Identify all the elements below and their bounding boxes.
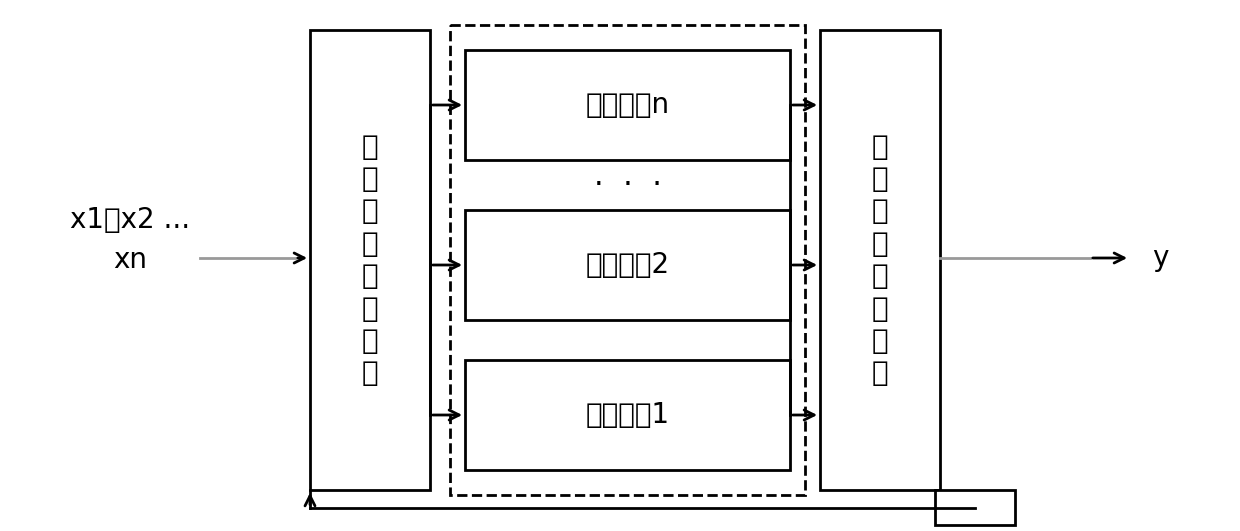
Text: 运算模块2: 运算模块2	[585, 251, 670, 279]
Text: 运算模块1: 运算模块1	[585, 401, 670, 429]
Text: 输
出
互
联
矩
阵
模
块: 输 出 互 联 矩 阵 模 块	[872, 133, 888, 388]
Text: 运算模块n: 运算模块n	[585, 91, 670, 119]
Text: ·  ·  ·: · · ·	[594, 170, 661, 200]
Text: 输
入
互
联
矩
阵
模
块: 输 入 互 联 矩 阵 模 块	[362, 133, 378, 388]
Text: xn: xn	[113, 246, 148, 274]
Bar	[935, 490, 1016, 525]
Bar	[820, 30, 940, 490]
Bar	[465, 210, 790, 320]
Bar	[450, 25, 805, 495]
Bar	[310, 30, 430, 490]
Text: y: y	[1152, 244, 1168, 272]
Bar	[465, 50, 790, 160]
Text: x1、x2 ...: x1、x2 ...	[69, 206, 190, 234]
Bar	[465, 360, 790, 470]
